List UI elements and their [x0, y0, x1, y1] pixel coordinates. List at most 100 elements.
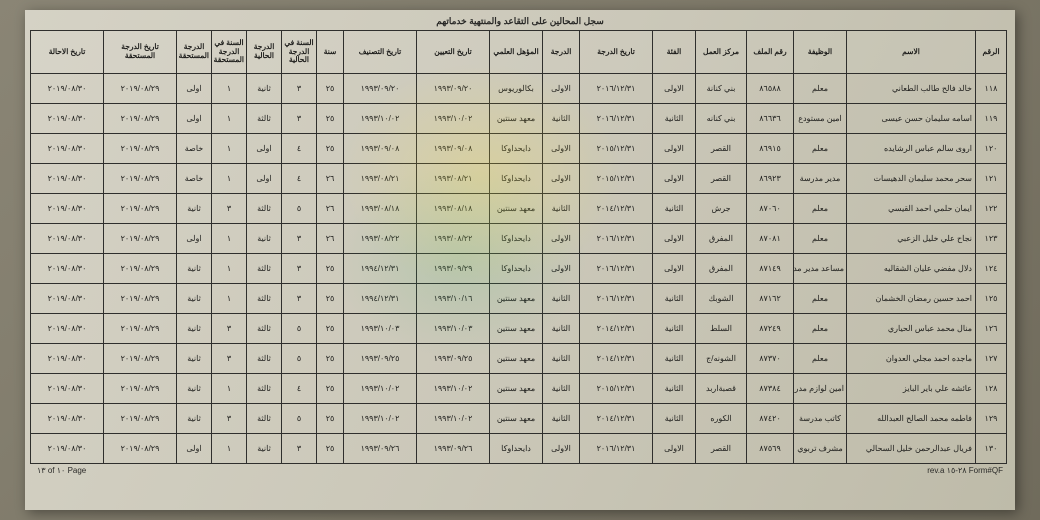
cell-duedt: ٢٠١٩/٠٨/٢٩ — [104, 404, 177, 434]
cell-name: اسامه سليمان حسن عيسى — [847, 104, 976, 134]
cell-hdate: ١٩٩٣/٠٨/٢٢ — [417, 224, 490, 254]
cell-ddate: ٢٠١٤/١٢/٣١ — [580, 194, 653, 224]
cell-ref: ٢٠١٩/٠٨/٣٠ — [31, 104, 104, 134]
cell-ref: ٢٠١٩/٠٨/٣٠ — [31, 134, 104, 164]
cell-gcur: ثالثة — [247, 344, 282, 374]
table-header: الرقمالاسمالوظيفةرقم الملفمركز العملالفئ… — [31, 31, 1007, 74]
cell-staff: ٨٦٩١٥ — [747, 134, 794, 164]
cell-idx: ١٣٠ — [976, 434, 1007, 464]
cell-idx: ١٢٢ — [976, 194, 1007, 224]
cell-cdate: ١٩٩٣/٠٩/٢٥ — [344, 344, 417, 374]
cell-ddate: ٢٠١٤/١٢/٣١ — [580, 404, 653, 434]
cell-staff: ٨٧٣٨٤ — [747, 374, 794, 404]
cell-name: منال محمد عباس الحياري — [847, 314, 976, 344]
cell-duedt: ٢٠١٩/٠٨/٢٩ — [104, 164, 177, 194]
staff-records-table: الرقمالاسمالوظيفةرقم الملفمركز العملالفئ… — [30, 30, 1007, 464]
table-row: ١٢٣نجاح علي خليل الزعبيمعلم٨٧٠٨١المفرقال… — [31, 224, 1007, 254]
cell-cdate: ١٩٩٤/١٢/٣١ — [344, 284, 417, 314]
cell-cdate: ١٩٩٣/١٠/٠٢ — [344, 374, 417, 404]
cell-cdate: ١٩٩٣/٠٨/٢٢ — [344, 224, 417, 254]
cell-idx: ١٢٦ — [976, 314, 1007, 344]
cell-ydue: ١ — [212, 434, 247, 464]
cell-gcur: ثالثة — [247, 194, 282, 224]
col-header-job: الوظيفة — [794, 31, 847, 74]
cell-staff: ٨٧٥٦٩ — [747, 434, 794, 464]
cell-ddate: ٢٠١٥/١٢/٣١ — [580, 164, 653, 194]
cell-gdue: اولى — [177, 224, 212, 254]
cell-ref: ٢٠١٩/٠٨/٣٠ — [31, 314, 104, 344]
cell-yrs: ٢٦ — [317, 164, 344, 194]
cell-yrs: ٢٥ — [317, 74, 344, 104]
table-row: ١٢٥احمد حسين رمضان الخشمانمعلم٨٧١٦٢الشوب… — [31, 284, 1007, 314]
cell-job: معلم — [794, 134, 847, 164]
cell-name: سحر محمد سليمان الدهيسات — [847, 164, 976, 194]
cell-ref: ٢٠١٩/٠٨/٣٠ — [31, 254, 104, 284]
cell-job: مدير مدرسة — [794, 164, 847, 194]
cell-cdate: ١٩٩٣/٠٨/١٨ — [344, 194, 417, 224]
cell-ycur: ٣ — [282, 224, 317, 254]
cell-name: احمد حسين رمضان الخشمان — [847, 284, 976, 314]
cell-qual: معهد سنتين — [490, 104, 543, 134]
cell-ydue: ٣ — [212, 344, 247, 374]
cell-idx: ١٢٧ — [976, 344, 1007, 374]
cell-duedt: ٢٠١٩/٠٨/٢٩ — [104, 194, 177, 224]
cell-ed: الاولى — [653, 254, 696, 284]
cell-ed: الثانية — [653, 374, 696, 404]
cell-cdate: ١٩٩٤/١٢/٣١ — [344, 254, 417, 284]
cell-ydue: ١ — [212, 164, 247, 194]
col-header-ydue: السنة في الدرجة المستحقة — [212, 31, 247, 74]
cell-yrs: ٢٥ — [317, 134, 344, 164]
cell-idx: ١٢٥ — [976, 284, 1007, 314]
cell-yrs: ٢٥ — [317, 434, 344, 464]
cell-center: المفرق — [696, 254, 747, 284]
cell-ycur: ٣ — [282, 284, 317, 314]
cell-center: القصر — [696, 164, 747, 194]
cell-ddate: ٢٠١٤/١٢/٣١ — [580, 344, 653, 374]
col-header-ddate: تاريخ الدرجة — [580, 31, 653, 74]
cell-ydue: ١ — [212, 254, 247, 284]
col-header-duedt: تاريخ الدرجة المستحقة — [104, 31, 177, 74]
cell-gdue: ثانية — [177, 284, 212, 314]
cell-ref: ٢٠١٩/٠٨/٣٠ — [31, 284, 104, 314]
cell-ycur: ٣ — [282, 104, 317, 134]
table-row: ١٣٠فريال عبدالرحمن خليل السحاليمشرف تربو… — [31, 434, 1007, 464]
cell-cdate: ١٩٩٣/١٠/٠٢ — [344, 104, 417, 134]
cell-qual: دايحداوكا — [490, 134, 543, 164]
cell-deg: الثانية — [543, 104, 580, 134]
cell-ed: الثانية — [653, 194, 696, 224]
cell-ycur: ٤ — [282, 374, 317, 404]
cell-ed: الاولى — [653, 134, 696, 164]
cell-qual: معهد سنتين — [490, 194, 543, 224]
cell-staff: ٨٧٤٢٠ — [747, 404, 794, 434]
cell-ddate: ٢٠١٦/١٢/٣١ — [580, 254, 653, 284]
table-body: ١١٨خالد فالح طالب الطعانيمعلم٨٦٥٨٨بني كن… — [31, 74, 1007, 464]
cell-ydue: ٣ — [212, 314, 247, 344]
cell-ycur: ٤ — [282, 164, 317, 194]
cell-center: الشوبك — [696, 284, 747, 314]
cell-qual: معهد سنتين — [490, 404, 543, 434]
cell-duedt: ٢٠١٩/٠٨/٢٩ — [104, 284, 177, 314]
cell-idx: ١٢٤ — [976, 254, 1007, 284]
cell-staff: ٨٦٩٢٣ — [747, 164, 794, 194]
cell-cdate: ١٩٩٣/١٠/٠٢ — [344, 404, 417, 434]
col-header-name: الاسم — [847, 31, 976, 74]
table-row: ١٢٠اروى سالم عباس الرشايدهمعلم٨٦٩١٥القصر… — [31, 134, 1007, 164]
cell-qual: دايحداوكا — [490, 434, 543, 464]
cell-ydue: ١ — [212, 134, 247, 164]
table-row: ١٢٢ايمان حلمي احمد القيسيمعلم٨٧٠٦٠جرشالث… — [31, 194, 1007, 224]
cell-idx: ١٢٩ — [976, 404, 1007, 434]
cell-cdate: ١٩٩٣/٠٩/٢٠ — [344, 74, 417, 104]
cell-gdue: ثانية — [177, 344, 212, 374]
cell-ddate: ٢٠١٥/١٢/٣١ — [580, 134, 653, 164]
table-row: ١٢٩فاطمه محمد الصالح العبداللهكاتب مدرسة… — [31, 404, 1007, 434]
cell-ed: الاولى — [653, 434, 696, 464]
cell-ddate: ٢٠١٦/١٢/٣١ — [580, 434, 653, 464]
cell-center: جرش — [696, 194, 747, 224]
cell-deg: الثانية — [543, 284, 580, 314]
cell-gdue: اولى — [177, 74, 212, 104]
cell-ydue: ٣ — [212, 404, 247, 434]
cell-ref: ٢٠١٩/٠٨/٣٠ — [31, 404, 104, 434]
cell-ycur: ٥ — [282, 314, 317, 344]
cell-deg: الاولى — [543, 134, 580, 164]
cell-ycur: ٤ — [282, 134, 317, 164]
